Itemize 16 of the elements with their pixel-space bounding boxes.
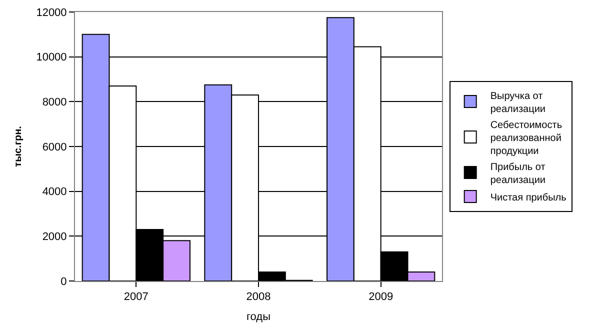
x-tick-label: 2007 (124, 291, 148, 304)
legend-label: Прибыль от реализации (490, 162, 546, 186)
y-tick-label: 6000 (42, 141, 67, 154)
legend-label: Чистая прибыль (490, 192, 566, 204)
y-tick-label: 12000 (36, 6, 67, 19)
y-tick-label: 10000 (36, 52, 67, 64)
legend-label: Себестоимость реализованной продукции (490, 120, 562, 157)
y-tick-label: 8000 (42, 96, 67, 109)
x-axis-title: годы (246, 311, 271, 323)
y-axis-title: тыс.грн. (13, 126, 24, 167)
y-tick-label: 2000 (42, 231, 67, 244)
x-tick-label: 2009 (368, 291, 394, 304)
y-tick-label: 0 (60, 276, 67, 288)
legend-label: Выручка от реализации (490, 90, 546, 115)
y-tick-label: 4000 (42, 186, 67, 198)
x-tick-label: 2008 (246, 291, 271, 304)
